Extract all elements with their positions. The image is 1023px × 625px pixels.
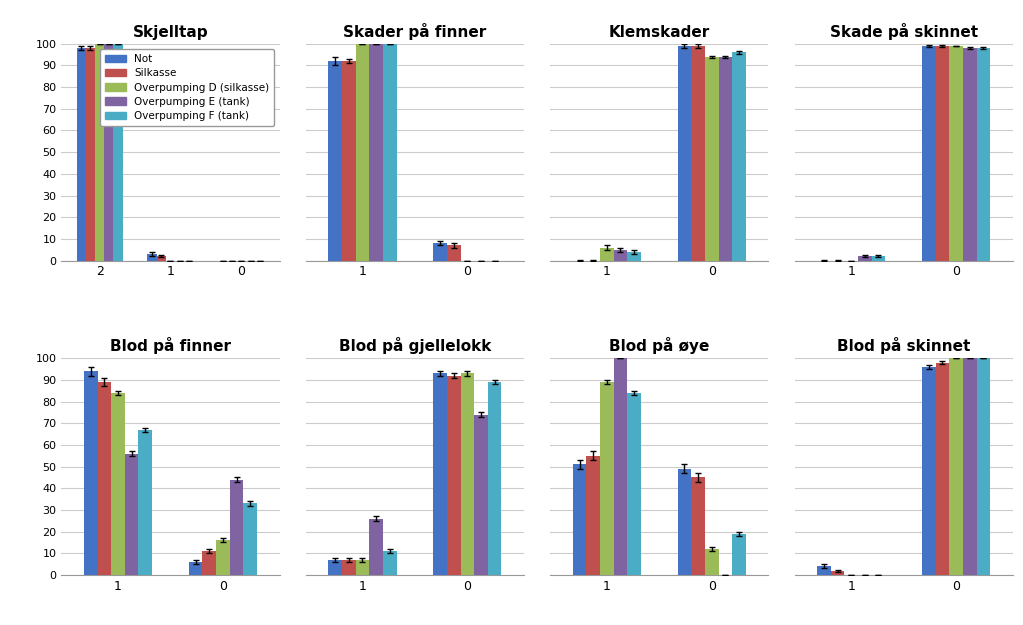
Bar [732,52,746,261]
Bar [692,478,705,575]
Bar [104,44,114,261]
Bar [963,358,977,575]
Title: Blod på finner: Blod på finner [110,338,231,354]
Bar [977,48,990,261]
Bar [474,414,488,575]
Bar [356,44,369,261]
Bar [342,560,356,575]
Bar [586,456,601,575]
Title: Klemskader: Klemskader [609,25,710,40]
Bar [203,551,216,575]
Bar [949,358,963,575]
Bar [573,464,586,575]
Bar [157,256,166,261]
Legend: Not, Silkasse, Overpumping D (silkasse), Overpumping E (tank), Overpumping F (ta: Not, Silkasse, Overpumping D (silkasse),… [99,49,274,126]
Bar [189,562,203,575]
Bar [114,44,123,261]
Title: Skade på skinnet: Skade på skinnet [830,22,978,40]
Bar [97,382,112,575]
Title: Blod på gjellelokk: Blod på gjellelokk [339,338,491,354]
Bar [627,252,641,261]
Bar [601,382,614,575]
Bar [230,479,243,575]
Bar [383,44,397,261]
Bar [125,454,138,575]
Bar [614,250,627,261]
Bar [949,46,963,261]
Bar [369,44,383,261]
Bar [84,371,97,575]
Bar [342,61,356,261]
Bar [460,373,474,575]
Bar [433,243,447,261]
Bar [705,57,718,261]
Bar [383,551,397,575]
Bar [627,393,641,575]
Bar [677,469,692,575]
Bar [488,382,501,575]
Bar [831,571,844,575]
Bar [328,560,342,575]
Bar [95,44,104,261]
Bar [705,549,718,575]
Bar [138,430,152,575]
Bar [817,566,831,575]
Bar [936,46,949,261]
Bar [677,46,692,261]
Title: Skjelltap: Skjelltap [133,25,209,40]
Bar [147,254,157,261]
Title: Skader på finner: Skader på finner [344,22,487,40]
Bar [112,393,125,575]
Bar [447,246,460,261]
Bar [922,367,936,575]
Bar [732,534,746,575]
Bar [77,48,86,261]
Bar [356,560,369,575]
Bar [692,46,705,261]
Bar [243,504,257,575]
Bar [718,57,732,261]
Bar [433,373,447,575]
Bar [858,256,872,261]
Bar [936,362,949,575]
Bar [963,48,977,261]
Bar [216,540,230,575]
Bar [369,519,383,575]
Bar [328,61,342,261]
Bar [447,376,460,575]
Bar [601,248,614,261]
Bar [872,256,885,261]
Title: Blod på skinnet: Blod på skinnet [837,338,971,354]
Bar [86,48,95,261]
Bar [922,46,936,261]
Title: Blod på øye: Blod på øye [609,338,710,354]
Bar [977,358,990,575]
Bar [614,358,627,575]
